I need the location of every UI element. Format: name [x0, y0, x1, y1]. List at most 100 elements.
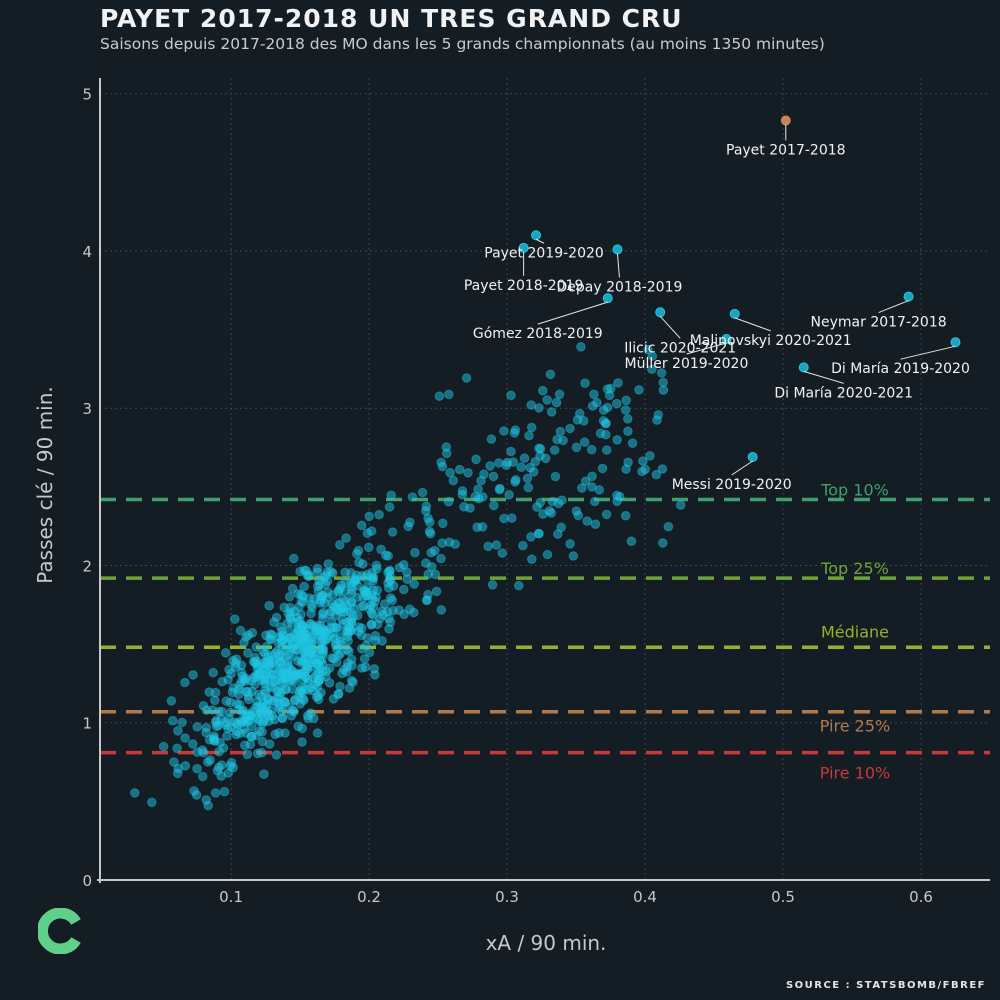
data-point [197, 771, 208, 782]
data-point [587, 482, 597, 492]
data-point [319, 573, 330, 583]
data-point [235, 625, 246, 636]
data-point [297, 723, 308, 734]
data-point [601, 509, 612, 520]
data-point [487, 580, 498, 590]
data-point [436, 553, 446, 564]
data-point [291, 644, 302, 655]
data-point [579, 437, 590, 447]
data-point [553, 529, 563, 539]
data-point [233, 684, 244, 695]
grid [100, 78, 990, 881]
data-point [407, 492, 418, 502]
data-point [601, 445, 612, 455]
data-point [590, 519, 601, 530]
data-point [394, 605, 404, 615]
data-point [621, 395, 632, 406]
data-point [470, 491, 481, 502]
data-point [441, 448, 452, 459]
data-point [663, 521, 674, 532]
brand-logo [38, 908, 81, 954]
point-label: Payet 2018-2019 [464, 278, 584, 294]
y-tick-label: 0 [82, 872, 92, 890]
point-label: Payet 2019-2020 [484, 245, 604, 261]
data-point [529, 467, 539, 477]
data-point [336, 580, 347, 590]
data-point [236, 660, 247, 671]
data-point [231, 654, 242, 664]
data-point [192, 763, 202, 774]
data-point [330, 638, 341, 649]
x-tick-label: 0.4 [633, 888, 657, 906]
data-point [623, 414, 633, 424]
data-point [271, 612, 282, 623]
data-point [554, 389, 565, 400]
data-point [312, 563, 323, 574]
labeled-data-point [950, 337, 961, 348]
data-point [656, 368, 667, 378]
data-point [328, 694, 339, 704]
data-point [402, 574, 413, 585]
data-point [647, 351, 658, 361]
data-point [546, 407, 557, 417]
data-point [259, 769, 269, 780]
data-point [477, 522, 488, 532]
data-point [234, 699, 245, 710]
data-point [409, 579, 420, 589]
data-point [571, 442, 582, 453]
data-point [538, 385, 548, 396]
data-point [177, 717, 187, 728]
data-point [587, 471, 597, 482]
data-point [568, 551, 579, 561]
data-point [312, 728, 323, 738]
data-point [333, 688, 344, 699]
data-point [526, 400, 537, 410]
data-point [310, 626, 321, 636]
chart-title: PAYET 2017-2018 UN TRES GRAND CRU [100, 4, 683, 33]
data-point [331, 610, 341, 621]
data-point [247, 628, 258, 638]
data-point [180, 677, 190, 688]
data-point [317, 592, 327, 602]
data-point [253, 701, 263, 712]
data-point [263, 694, 274, 705]
data-point [251, 642, 262, 652]
data-point [549, 445, 560, 455]
point-label: Ilicic 2020-2021 [624, 340, 736, 356]
data-point [443, 496, 454, 507]
data-point [675, 500, 686, 510]
data-point [328, 568, 338, 578]
data-point [169, 757, 179, 767]
data-point [201, 722, 212, 733]
data-point [173, 763, 183, 774]
data-point [576, 342, 586, 352]
data-point [313, 674, 324, 685]
labeled-data-point [798, 362, 809, 373]
label-leader-line [686, 342, 727, 355]
y-tick-label: 5 [82, 86, 92, 104]
data-point [299, 666, 309, 677]
data-point [241, 632, 251, 642]
data-point [284, 625, 294, 636]
data-point [557, 495, 567, 506]
labeled-data-point [729, 308, 740, 319]
data-point [385, 617, 396, 628]
data-point [421, 501, 432, 512]
data-point [252, 748, 263, 759]
data-point [272, 686, 283, 697]
reference-line-label: Top 25% [820, 559, 889, 578]
data-point [510, 477, 520, 487]
data-point [516, 462, 527, 473]
data-point [266, 634, 276, 645]
y-tick-label: 3 [82, 400, 92, 418]
data-point [188, 739, 198, 749]
data-point [304, 593, 315, 603]
data-point [207, 705, 218, 715]
data-point [192, 722, 202, 732]
y-tick-label: 2 [82, 557, 92, 575]
data-point [620, 405, 631, 415]
data-point [410, 547, 420, 558]
data-point [601, 429, 611, 440]
data-point [243, 691, 254, 701]
data-point [364, 647, 375, 658]
